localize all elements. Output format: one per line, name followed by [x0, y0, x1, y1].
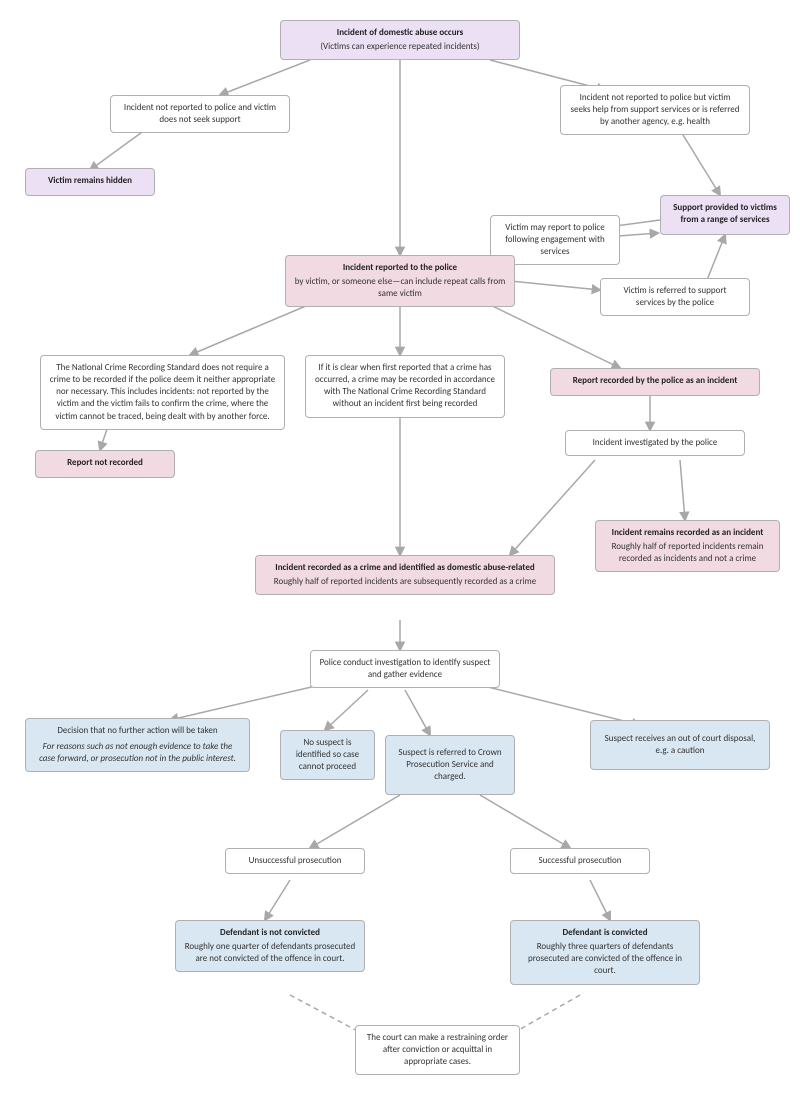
node-incident-investigated: Incident investigated by the police — [565, 430, 745, 456]
t: Incident investigated by the police — [593, 437, 718, 448]
node-out-of-court-disposal: Suspect receives an out of court disposa… — [590, 720, 770, 770]
node-support-provided: Support provided to victims from a range… — [660, 195, 790, 235]
node-restraining-order: The court can make a restraining order a… — [355, 1025, 520, 1075]
node-successful-prosecution: Successful prosecution — [510, 848, 650, 874]
t: Incident not reported to police but vict… — [571, 92, 740, 127]
s: (Victims can experience repeated inciden… — [320, 41, 479, 52]
t: Police conduct investigation to identify… — [320, 657, 491, 680]
s: Roughly half of reported incidents are s… — [274, 576, 536, 587]
t: Suspect receives an out of court disposa… — [599, 733, 761, 757]
t: Decision that no further action will be … — [34, 725, 241, 737]
node-not-convicted: Defendant is not convicted Roughly one q… — [175, 920, 365, 972]
node-reported-to-police: Incident reported to the police by victi… — [285, 255, 515, 307]
node-report-not-recorded: Report not recorded — [35, 450, 175, 478]
t: Defendant is not convicted — [184, 927, 356, 939]
node-referred-cps: Suspect is referred to Crown Prosecution… — [385, 735, 515, 795]
t: Victim is referred to support services b… — [624, 285, 727, 308]
node-unsuccessful-prosecution: Unsuccessful prosecution — [225, 848, 365, 874]
t: Report recorded by the police as an inci… — [559, 375, 751, 387]
s: Roughly half of reported incidents remai… — [612, 541, 764, 564]
t: No suspect is identified so case cannot … — [296, 737, 359, 772]
t: Incident remains recorded as an incident — [604, 527, 771, 539]
node-no-further-action: Decision that no further action will be … — [25, 718, 250, 772]
node-convicted: Defendant is convicted Roughly three qua… — [510, 920, 700, 985]
t: Victim may report to police following en… — [505, 222, 604, 257]
node-incident-occurs: Incident of domestic abuse occurs (Victi… — [280, 20, 520, 60]
t: Successful prosecution — [539, 855, 622, 866]
node-no-suspect: No suspect is identified so case cannot … — [280, 730, 375, 780]
node-not-reported-seeks-help: Incident not reported to police but vict… — [560, 85, 750, 135]
node-ncrs-not-required: The National Crime Recording Standard do… — [40, 355, 285, 430]
t: Unsuccessful prosecution — [249, 855, 342, 866]
node-remains-incident: Incident remains recorded as an incident… — [595, 520, 780, 572]
node-recorded-as-crime: Incident recorded as a crime and identif… — [255, 555, 555, 595]
node-recorded-as-incident: Report recorded by the police as an inci… — [550, 368, 760, 396]
node-victim-hidden: Victim remains hidden — [25, 168, 155, 196]
t: Victim remains hidden — [34, 175, 146, 187]
t: Suspect is referred to Crown Prosecution… — [394, 747, 506, 783]
node-referred-to-support-by-police: Victim is referred to support services b… — [600, 278, 750, 316]
t: Incident not reported to police and vict… — [124, 102, 276, 125]
t: Incident reported to the police — [294, 262, 506, 274]
t: The court can make a restraining order a… — [367, 1032, 508, 1067]
node-not-reported-no-support: Incident not reported to police and vict… — [110, 95, 290, 133]
s: by victim, or someone else—can include r… — [295, 276, 506, 299]
s: For reasons such as not enough evidence … — [39, 741, 236, 764]
t: Support provided to victims from a range… — [669, 202, 781, 226]
t: Incident of domestic abuse occurs — [289, 27, 511, 39]
s: Roughly three quarters of defendants pro… — [528, 941, 682, 976]
node-police-investigate-suspect: Police conduct investigation to identify… — [310, 650, 500, 688]
t: Defendant is convicted — [519, 927, 691, 939]
t: Report not recorded — [44, 457, 166, 469]
t: If it is clear when first reported that … — [315, 362, 495, 409]
t: The National Crime Recording Standard do… — [50, 362, 275, 422]
node-crime-clear-when-reported: If it is clear when first reported that … — [305, 355, 505, 418]
s: Roughly one quarter of defendants prosec… — [185, 941, 356, 964]
t: Incident recorded as a crime and identif… — [264, 562, 546, 574]
